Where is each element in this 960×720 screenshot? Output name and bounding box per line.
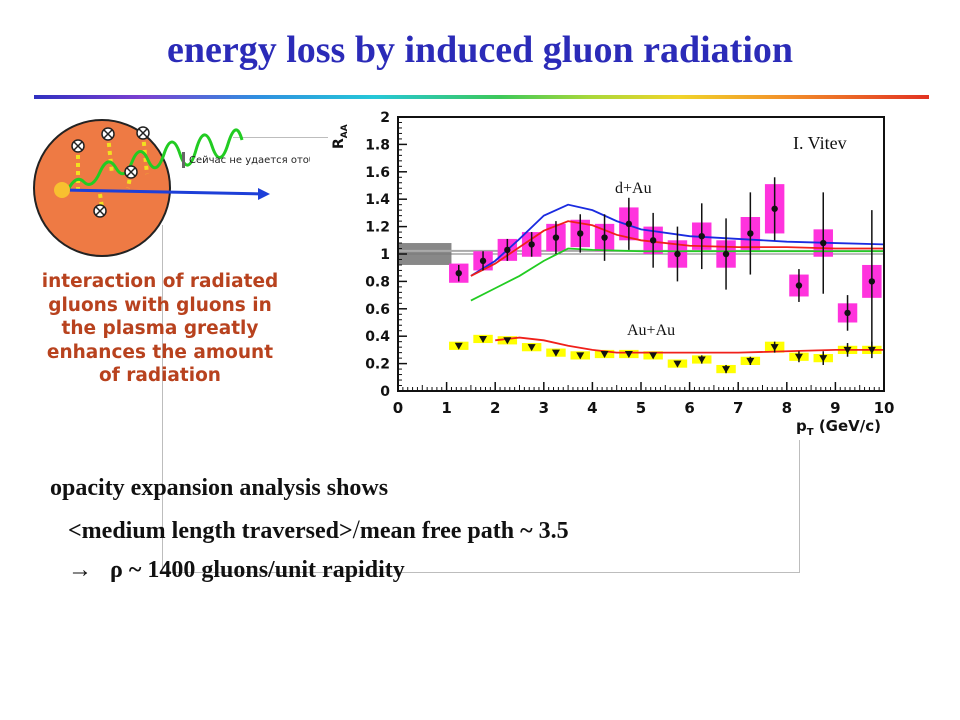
data-point: [747, 230, 754, 237]
data-point: [601, 234, 608, 241]
x-tick-label: 2: [490, 399, 500, 417]
y-tick-label: 0.2: [365, 357, 390, 373]
caption-line: interaction of radiated: [41, 271, 279, 292]
x-tick-label: 3: [539, 399, 549, 417]
data-point: [844, 309, 851, 317]
analysis-line-2b: mean free path ~ 3.5: [359, 518, 569, 544]
analysis-line-1: opacity expansion analysis shows: [50, 475, 389, 501]
caption-line: the plasma greatly: [61, 318, 259, 339]
y-tick-label: 1: [380, 247, 390, 263]
theory-curve: [470, 247, 884, 302]
data-point: [819, 355, 828, 363]
theory-curve: [470, 220, 884, 277]
caption-line: gluons with gluons in: [48, 294, 272, 316]
caption-line: of radiation: [99, 365, 221, 386]
author-annotation: I. Vitev: [793, 133, 847, 153]
quark-path-arrow: [61, 188, 266, 196]
data-point: [649, 352, 658, 360]
analysis-line-3: → ρ ~ 1400 gluons/unit rapidity: [68, 557, 405, 583]
y-tick-label: 0.6: [365, 302, 390, 318]
data-point: [624, 351, 633, 359]
gluon-radiation-diagram: Сейчас не удается отобр: [30, 110, 321, 270]
x-tick-label: 1: [441, 399, 451, 417]
data-point: [551, 349, 560, 357]
x-tick-label: 6: [684, 399, 694, 417]
scattering-center-icons: [71, 126, 150, 218]
data-point: [867, 346, 876, 354]
data-point: [455, 269, 462, 277]
y-tick-label: 0.4: [365, 329, 390, 345]
data-point: [600, 351, 609, 359]
frame-line-bottom: [162, 572, 800, 573]
analysis-slash: /: [352, 515, 360, 544]
analysis-line-2a: <medium length traversed>: [68, 518, 353, 544]
x-tick-label: 9: [830, 399, 840, 417]
data-point: [722, 366, 731, 374]
slide-title: energy loss by induced gluon radiation: [166, 29, 794, 71]
data-point: [697, 356, 706, 364]
x-tick-label: 5: [636, 399, 646, 417]
data-point: [722, 250, 730, 258]
data-point: [479, 257, 487, 265]
data-point: [576, 352, 585, 360]
data-point: [504, 246, 511, 254]
data-point: [698, 232, 705, 240]
x-tick-label: 10: [874, 399, 895, 417]
data-point: [820, 239, 827, 247]
data-point: [552, 234, 560, 241]
auau-annotation: Au+Au: [627, 322, 675, 339]
data-point: [527, 344, 536, 352]
y-tick-label: 2: [380, 110, 390, 126]
y-tick-label: 1.8: [365, 137, 390, 153]
broken-image-text: Сейчас не удается отобр: [189, 155, 310, 166]
data-point: [673, 360, 682, 368]
data-point: [868, 278, 876, 285]
data-point: [674, 250, 681, 258]
x-tick-label: 0: [393, 399, 403, 417]
data-point: [454, 342, 463, 350]
data-point: [770, 344, 779, 352]
x-axis-label: pT (GeV/c): [796, 417, 881, 438]
data-point: [503, 337, 512, 345]
frame-line-right: [799, 440, 800, 573]
radiation-caption: interaction of radiated gluons with gluo…: [10, 270, 310, 388]
data-point: [625, 220, 633, 228]
y-axis-label: RAA: [331, 124, 350, 149]
analysis-line-2: <medium length traversed>/mean free path…: [68, 515, 569, 545]
frame-line-top: [233, 137, 328, 138]
x-tick-label: 4: [587, 399, 597, 417]
data-point: [843, 346, 852, 354]
rainbow-divider: [34, 95, 929, 99]
data-point: [794, 353, 803, 361]
caption-line: enhances the amount: [46, 341, 274, 363]
quark-icon: [54, 182, 70, 198]
data-point: [479, 335, 488, 343]
data-point: [771, 205, 778, 212]
frame-line-left: [162, 225, 163, 573]
y-tick-label: 0: [380, 384, 390, 400]
data-point: [528, 241, 535, 248]
y-tick-label: 0.8: [365, 274, 390, 290]
x-tick-label: 8: [782, 399, 792, 417]
x-tick-label: 7: [733, 399, 743, 417]
y-tick-label: 1.4: [365, 192, 390, 208]
y-tick-label: 1.6: [365, 165, 390, 181]
raa-chart: 0 1 2 3 4 5 6 7 8 9 10 0 0.2 0.4 0.6 0.8 1 1.2 1.4 1.6 1.8 2 p…: [325, 105, 915, 440]
data-point: [746, 357, 755, 365]
data-point: [795, 282, 803, 289]
data-point: [649, 237, 657, 244]
radiated-gluon-line: [66, 128, 244, 191]
theory-curve: [470, 203, 885, 277]
dau-annotation: d+Au: [615, 180, 652, 197]
y-tick-label: 1.2: [365, 220, 390, 236]
data-point: [577, 230, 584, 237]
